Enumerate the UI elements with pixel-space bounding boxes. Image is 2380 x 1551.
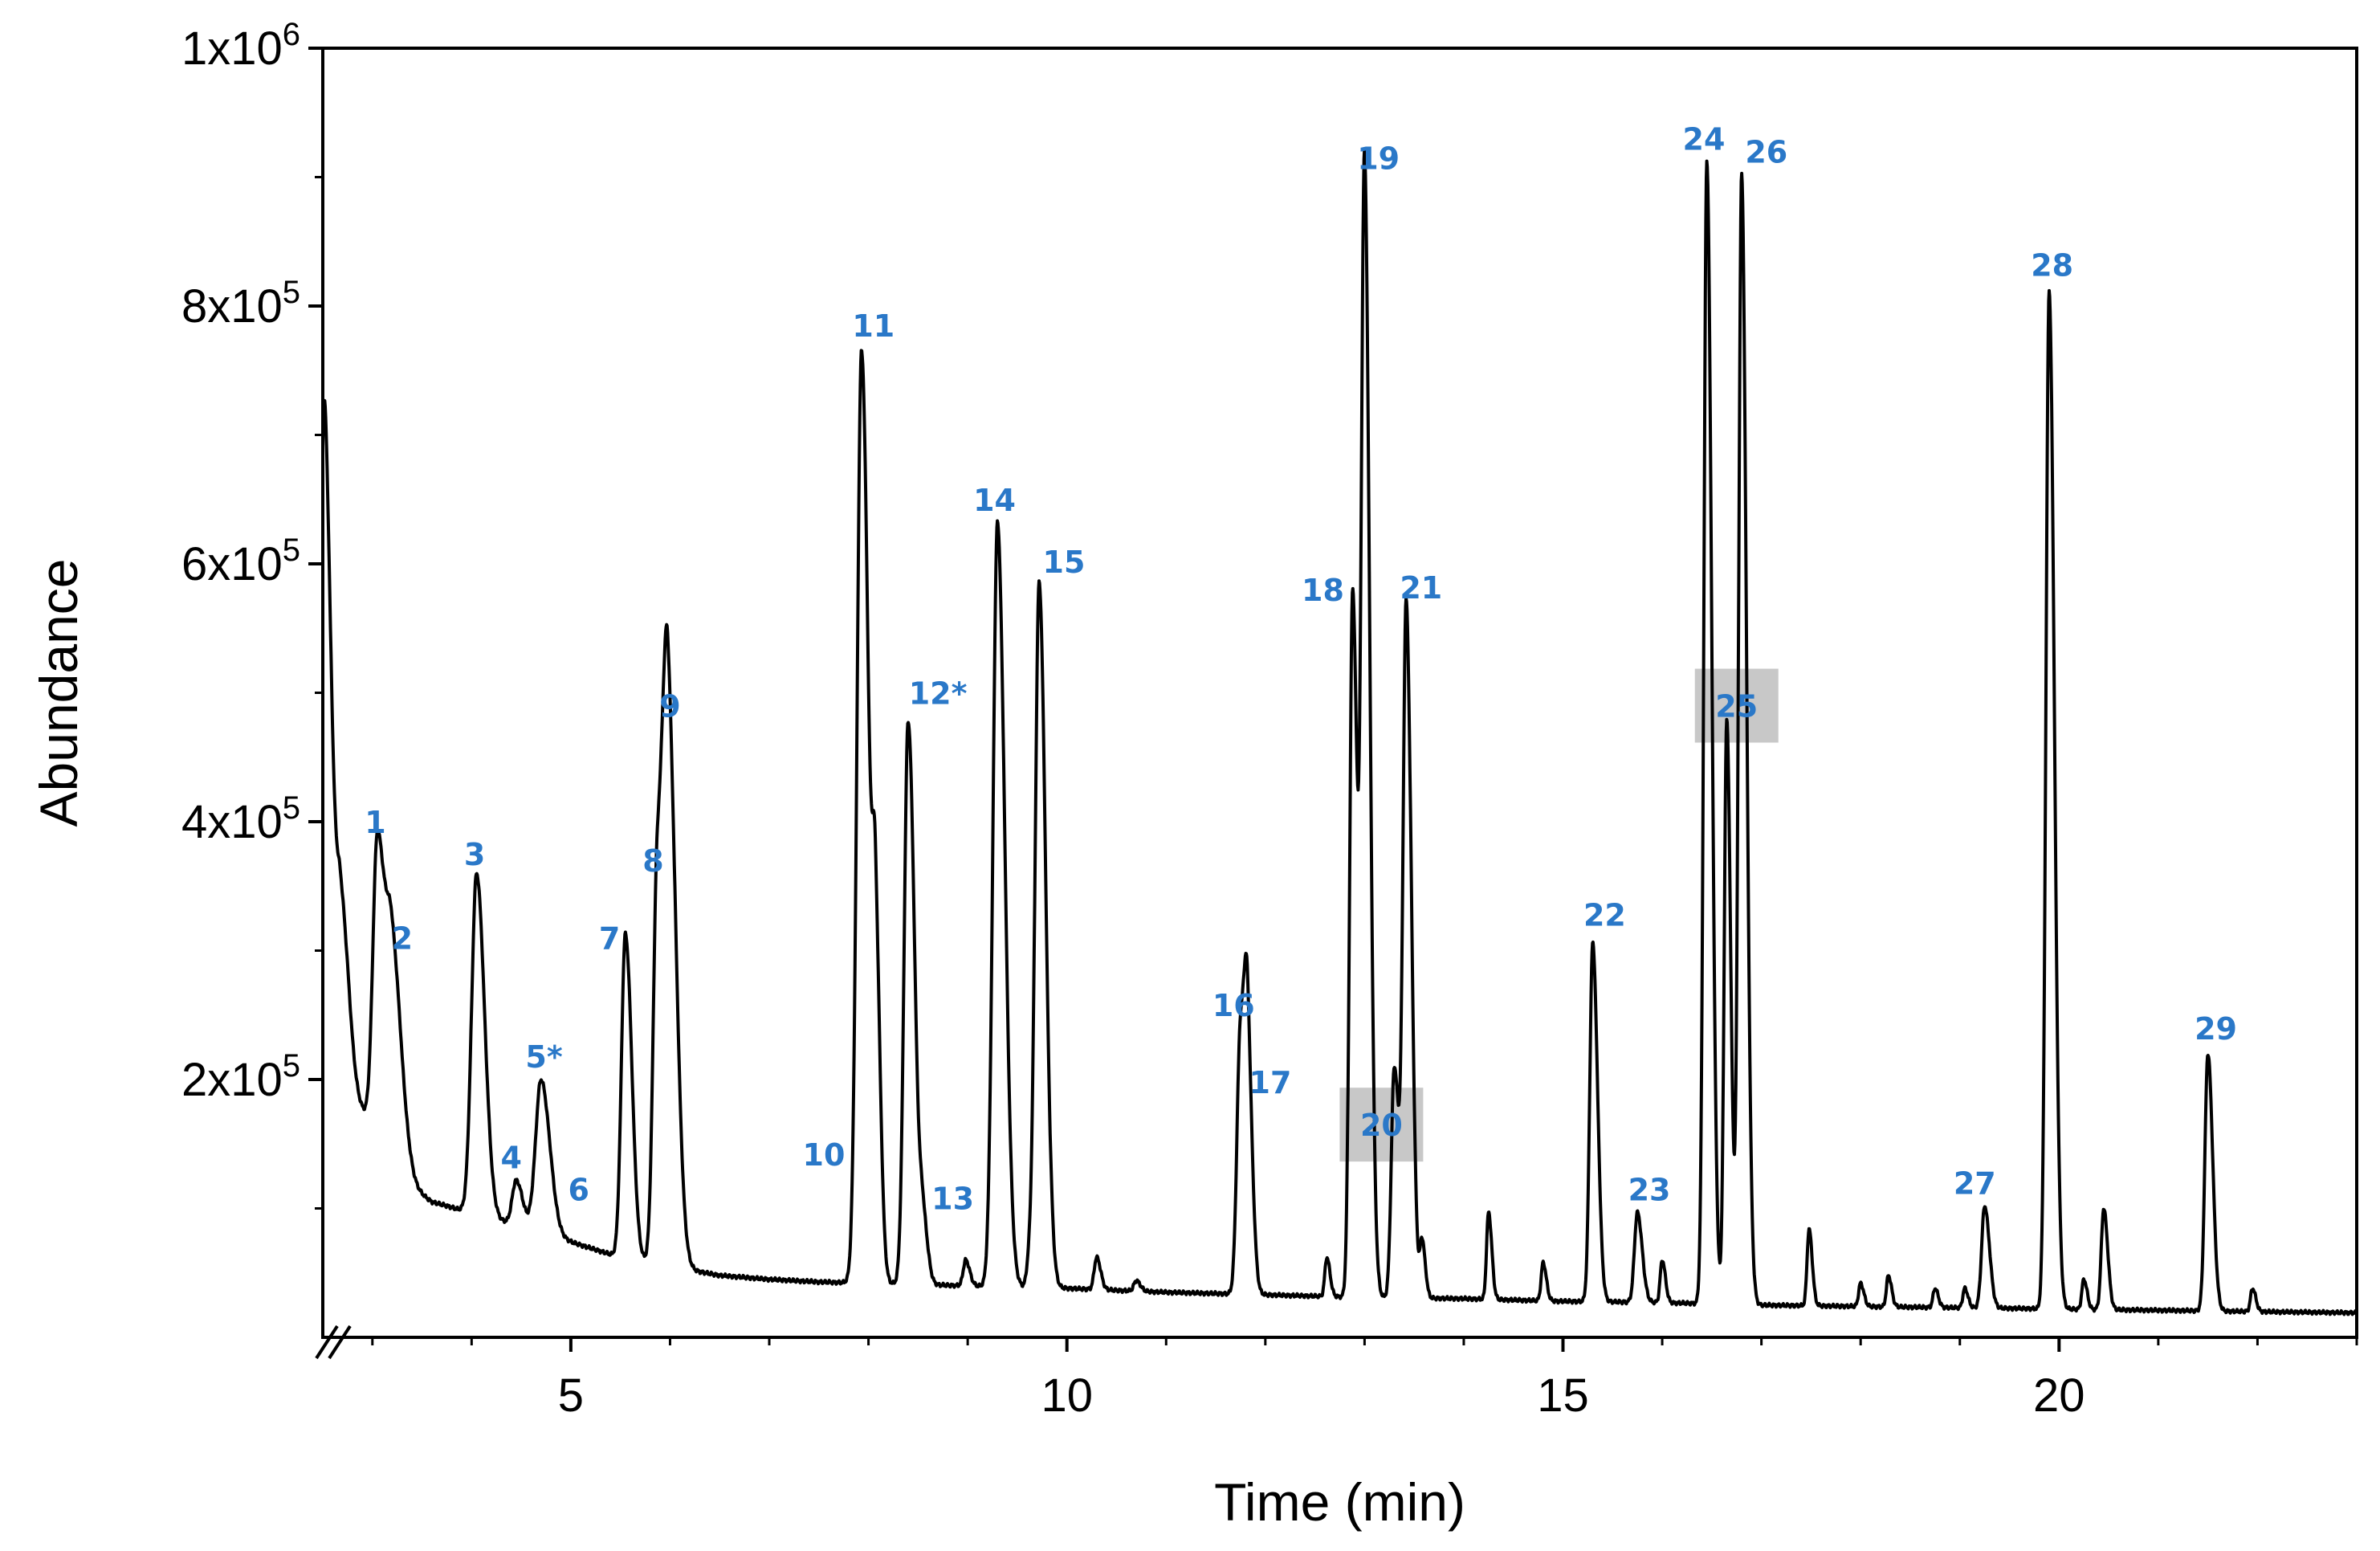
y-axis-title: Abundance: [29, 559, 88, 827]
peak-label: 2: [392, 920, 413, 956]
peak-label: 4: [501, 1140, 522, 1175]
x-axis: 5 10 15 20: [371, 1337, 2358, 1422]
x-axis-title: Time (min): [1214, 1472, 1465, 1532]
peak-label: 29: [2195, 1011, 2237, 1047]
label-highlight-band: [1339, 1088, 1424, 1162]
peak-label: 11: [852, 308, 895, 344]
peak-label: 6: [569, 1172, 589, 1207]
peak-label: 21: [1400, 570, 1442, 606]
peak-label: 16: [1212, 988, 1255, 1023]
peak-label: 1: [365, 805, 385, 840]
y-axis: 2x105 4x105 6x105 8x105 1x106: [181, 17, 323, 1210]
x-tick-label: 20: [2033, 1369, 2085, 1422]
peak-label: 20: [1360, 1108, 1403, 1143]
chromatogram-trace: [321, 147, 2358, 1316]
peak-label-group: 12345*6789101112*13141516171819202122232…: [365, 121, 2237, 1216]
peak-label: 28: [2031, 248, 2073, 284]
peak-label: 27: [1954, 1165, 1996, 1201]
y-tick-label: 6x105: [181, 533, 300, 590]
y-tick-label: 2x105: [181, 1048, 300, 1106]
y-tick-label: 4x105: [181, 790, 300, 848]
peak-label: 25: [1715, 689, 1758, 724]
peak-label: 12*: [909, 676, 968, 712]
axis-break-mark: [315, 1324, 352, 1360]
peak-label: 14: [973, 483, 1016, 518]
peak-label: 26: [1745, 134, 1787, 169]
peak-label: 15: [1043, 545, 1086, 580]
peak-label: 13: [931, 1182, 974, 1217]
peak-label: 9: [659, 689, 680, 724]
y-tick-label: 1x106: [181, 17, 300, 75]
y-tick-label: 8x105: [181, 275, 300, 333]
x-tick-label: 5: [558, 1369, 584, 1422]
axis-break-stroke: [328, 1324, 352, 1360]
axis-break-stroke: [315, 1324, 339, 1360]
peak-label: 5*: [525, 1039, 562, 1075]
peak-label: 8: [642, 843, 663, 879]
peak-label: 24: [1683, 121, 1726, 157]
x-tick-label: 15: [1537, 1369, 1589, 1422]
peak-label: 17: [1249, 1065, 1292, 1100]
peak-label: 19: [1357, 141, 1400, 176]
peak-label: 3: [464, 837, 485, 872]
x-tick-label: 10: [1041, 1369, 1093, 1422]
peak-label: 10: [803, 1137, 846, 1173]
peak-label: 18: [1302, 573, 1344, 608]
peak-label: 7: [599, 920, 620, 956]
peak-label: 23: [1628, 1172, 1671, 1207]
peak-label: 22: [1583, 898, 1626, 933]
